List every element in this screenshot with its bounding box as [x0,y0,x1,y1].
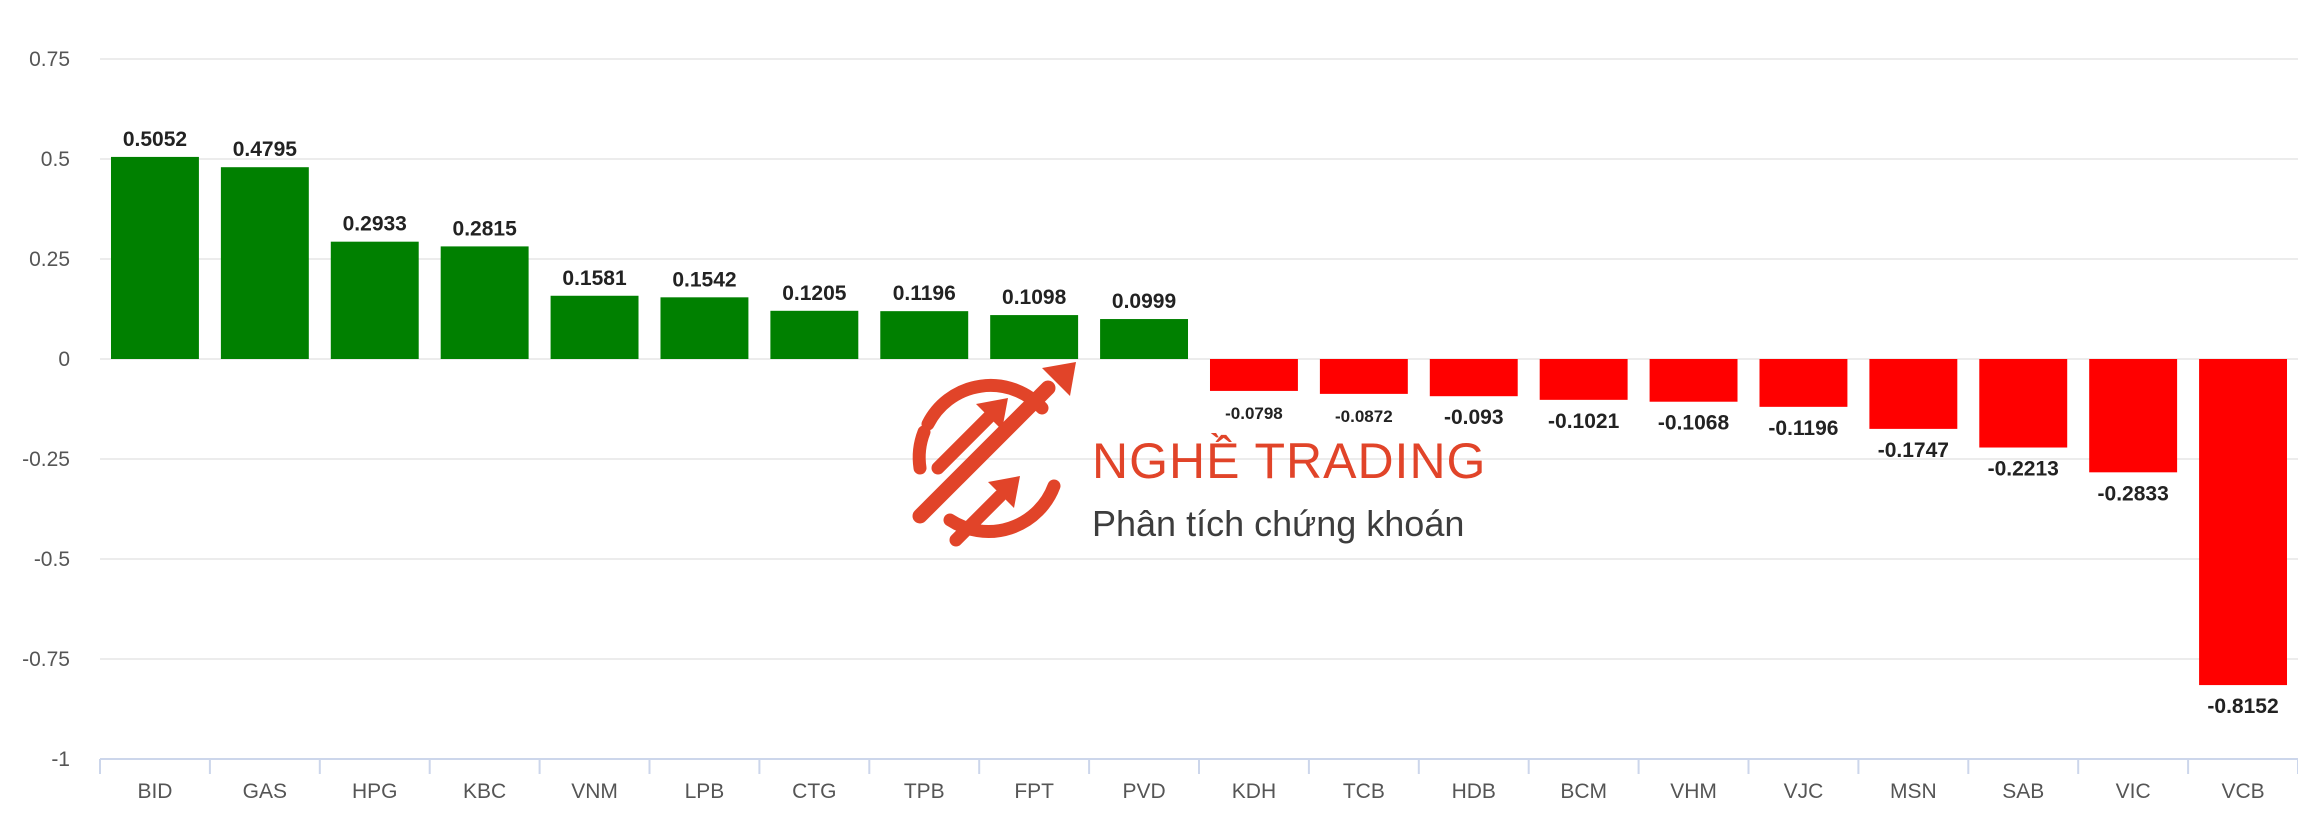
watermark-title: NGHỀ TRADING [1092,433,1486,489]
data-label: -0.8152 [2207,695,2278,718]
bar-gas[interactable] [220,167,309,359]
y-tick-label: -0.5 [34,548,70,571]
x-tick-label: BCM [1560,780,1607,803]
x-tick-label: PVD [1122,780,1165,803]
y-tick-label: 0.5 [41,148,70,171]
bar-lpb[interactable] [660,297,749,359]
bar-vjc[interactable] [1759,359,1848,407]
data-label: -0.0872 [1335,407,1393,426]
bar-vic[interactable] [2089,359,2178,473]
x-tick-label: HDB [1452,780,1496,803]
bar-tpb[interactable] [880,311,969,359]
data-label: -0.2213 [1988,458,2059,481]
watermark: NGHỀ TRADING Phân tích chứng khoán [912,362,1486,547]
y-tick-label: 0.25 [29,248,70,271]
data-labels: 0.5052 0.4795 0.2933 0.2815 0.1581 0.1542 0.12… [123,128,2279,718]
bar-kbc[interactable] [440,246,529,359]
bar-ctg[interactable] [770,310,859,359]
x-tick-label: HPG [352,780,398,803]
data-label: 0.2815 [453,217,518,240]
y-tick-label: -0.75 [22,648,70,671]
x-tick-label: KBC [463,780,506,803]
bars [110,156,2288,686]
bar-hpg[interactable] [330,241,419,359]
data-label: 0.1205 [782,282,847,305]
data-label: -0.0798 [1225,404,1283,423]
data-label: 0.1581 [562,267,627,290]
x-tick-label: VIC [2116,780,2151,803]
x-tick-label: VCB [2221,780,2264,803]
x-tick-label: BID [137,780,172,803]
data-label: 0.5052 [123,128,187,151]
data-label: 0.1196 [893,282,956,305]
x-tick-label: VJC [1784,780,1824,803]
data-label: -0.1747 [1878,439,1949,462]
x-tick-label: LPB [685,780,725,803]
data-label: 0.2933 [343,213,407,236]
x-axis-ticks: BID GAS HPG KBC VNM LPB CTG TPB FPT PVD KDH TCB HDB B… [137,780,2264,803]
data-label: -0.1068 [1658,412,1730,435]
x-axis [99,758,2298,774]
bar-msn[interactable] [1869,359,1958,429]
x-tick-label: CTG [792,780,836,803]
data-label: -0.093 [1444,406,1504,429]
data-label: -0.1196 [1768,417,1838,440]
y-axis-ticks: 0.75 0.5 0.25 0 -0.25 -0.5 -0.75 -1 [22,48,70,771]
x-tick-label: TCB [1343,780,1385,803]
circular-arrows-logo-icon [912,362,1076,547]
x-tick-label: MSN [1890,780,1937,803]
bar-sab[interactable] [1979,359,2068,448]
data-label: 0.4795 [233,138,298,161]
bar-kdh[interactable] [1209,359,1298,391]
x-tick-label: FPT [1014,780,1054,803]
grid-lines [100,58,2298,660]
bar-vhm[interactable] [1649,359,1738,402]
x-tick-label: TPB [904,780,945,803]
data-label: -0.1021 [1548,410,1620,433]
bar-bcm[interactable] [1539,359,1628,400]
bar-fpt[interactable] [990,315,1079,359]
y-tick-label: 0 [58,348,70,371]
bar-bid[interactable] [110,156,199,359]
x-tick-label: GAS [243,780,287,803]
y-tick-label: 0.75 [29,48,70,71]
y-tick-label: -0.25 [22,448,70,471]
y-tick-label: -1 [51,748,70,771]
data-label: 0.1098 [1002,286,1067,309]
x-tick-label: VHM [1670,780,1717,803]
bar-hdb[interactable] [1429,359,1518,397]
data-label: 0.1542 [672,268,736,291]
x-tick-label: VNM [571,780,618,803]
bar-tcb[interactable] [1319,359,1408,394]
data-label: -0.2833 [2098,482,2169,505]
data-label: 0.0999 [1112,290,1176,313]
x-tick-label: SAB [2002,780,2044,803]
bar-pvd[interactable] [1100,319,1189,359]
bar-vcb[interactable] [2199,359,2288,686]
watermark-subtitle: Phân tích chứng khoán [1092,503,1464,544]
bar-vnm[interactable] [550,295,639,359]
x-tick-label: KDH [1232,780,1276,803]
